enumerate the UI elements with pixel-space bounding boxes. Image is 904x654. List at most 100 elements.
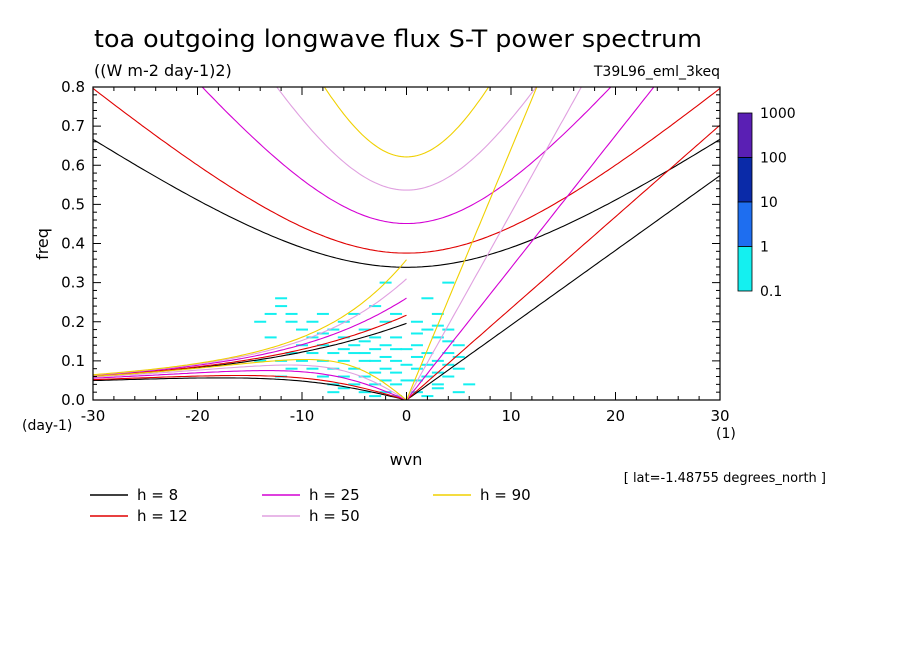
power-cell xyxy=(285,352,298,355)
colorbar-swatch xyxy=(737,201,753,247)
power-cell xyxy=(390,312,403,315)
power-cell xyxy=(306,336,319,339)
legend: h = 8 h = 12 h = 25 h = 50 h = 90 xyxy=(90,486,531,525)
power-cell xyxy=(410,320,423,323)
power-cell xyxy=(431,336,444,339)
y-axis-label: freq xyxy=(33,228,52,260)
power-cell xyxy=(316,344,329,347)
y-tick-label: 0.3 xyxy=(61,274,85,292)
power-cell xyxy=(254,320,267,323)
dispersion-curve-h12 xyxy=(93,374,407,400)
power-cell xyxy=(452,355,465,358)
power-cell xyxy=(379,355,392,358)
power-cell xyxy=(410,332,423,335)
power-cell xyxy=(369,395,382,398)
axis-ticks xyxy=(92,86,721,401)
power-cell xyxy=(337,336,350,339)
power-cell xyxy=(431,387,444,390)
power-cell xyxy=(410,367,423,370)
power-cell xyxy=(296,359,308,362)
power-cell xyxy=(369,305,382,308)
colorbar-label: 10 xyxy=(760,195,778,211)
power-cell xyxy=(390,383,403,386)
power-cell xyxy=(390,348,403,351)
power-cell xyxy=(400,363,413,366)
x-tick-label: -10 xyxy=(290,407,315,425)
y-tick-label: 0.4 xyxy=(61,235,85,253)
power-cell xyxy=(431,312,444,315)
power-cell xyxy=(275,297,288,300)
colorbar-label: 1000 xyxy=(760,106,796,122)
power-cell xyxy=(463,383,476,386)
x-tick-label: 20 xyxy=(606,407,625,425)
power-cell xyxy=(442,340,455,343)
dispersion-curve-h50 xyxy=(276,87,537,191)
power-cell xyxy=(358,391,371,394)
power-cell xyxy=(442,328,455,331)
run-id-label: T39L96_eml_3keq xyxy=(593,64,720,80)
dispersion-curve-h90 xyxy=(405,87,538,400)
power-cell xyxy=(390,359,403,362)
colorbar-label: 0.1 xyxy=(760,284,782,300)
power-cell xyxy=(431,383,444,386)
dispersion-curve-h12 xyxy=(93,87,720,254)
power-cell xyxy=(348,344,361,347)
dispersion-curve-h50 xyxy=(93,364,407,400)
y-tick-label: 0.1 xyxy=(61,352,85,370)
power-cell xyxy=(379,344,392,347)
colorbar-labels: 1000 100 10 1 0.1 xyxy=(760,106,796,300)
legend-label: h = 8 xyxy=(137,486,178,504)
x-tick-label: -30 xyxy=(81,407,106,425)
colorbar-label: 1 xyxy=(760,240,769,256)
dispersion-curve-h90 xyxy=(93,259,407,376)
power-cell xyxy=(442,375,455,378)
power-cell xyxy=(390,371,403,374)
power-cell xyxy=(296,328,308,331)
y-tick-label: 0.6 xyxy=(61,156,85,174)
power-cell xyxy=(358,340,371,343)
power-cell xyxy=(421,297,434,300)
power-cell xyxy=(285,367,298,370)
y-tick-label: 0.5 xyxy=(61,195,85,213)
power-cell xyxy=(337,387,350,390)
power-cell xyxy=(327,328,340,331)
power-cell xyxy=(285,312,298,315)
dispersion-curve-h12 xyxy=(406,124,720,400)
power-cell xyxy=(452,367,465,370)
colorbar-swatch xyxy=(737,246,753,292)
colorbar-swatch xyxy=(737,112,753,158)
power-cell xyxy=(390,336,403,339)
dispersion-curve-h90 xyxy=(323,87,490,158)
power-cell xyxy=(337,320,350,323)
x-tick-label: -20 xyxy=(185,407,210,425)
x-tick-label: 10 xyxy=(501,407,520,425)
dispersion-curve-h25 xyxy=(93,297,407,376)
x-tick-label: 30 xyxy=(710,407,729,425)
power-cell xyxy=(337,359,350,362)
power-cell xyxy=(452,391,465,394)
power-cell xyxy=(358,359,371,362)
dispersion-curve-h12 xyxy=(93,314,407,377)
power-cell xyxy=(264,312,277,315)
dispersion-curve-h90 xyxy=(93,358,407,400)
y-tick-label: 0.7 xyxy=(61,117,85,135)
dispersion-curve-h8 xyxy=(93,377,407,400)
power-cell xyxy=(369,383,382,386)
power-cell xyxy=(285,320,298,323)
power-cell xyxy=(306,320,319,323)
power-cell xyxy=(369,371,382,374)
y-tick-label: 0.8 xyxy=(61,78,85,96)
power-cell xyxy=(348,312,361,315)
legend-label: h = 25 xyxy=(309,486,360,504)
power-cell xyxy=(452,344,465,347)
colorbar-label: 100 xyxy=(760,151,787,167)
legend-label: h = 12 xyxy=(137,507,188,525)
y-unit-label: (day-1) xyxy=(22,418,72,434)
power-cell xyxy=(379,367,392,370)
power-cell xyxy=(316,332,329,335)
power-cell xyxy=(306,352,319,355)
power-cell xyxy=(358,352,371,355)
dispersion-curve-h50 xyxy=(406,87,582,400)
x-unit-label: (1) xyxy=(716,426,736,442)
